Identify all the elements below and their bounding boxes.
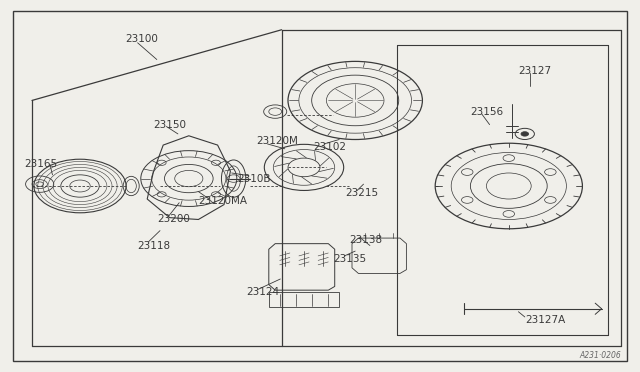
Text: 23138: 23138 [349,235,382,245]
Text: 23127A: 23127A [525,315,565,325]
Text: 23150: 23150 [154,120,187,129]
Text: A231·0206: A231·0206 [579,351,621,360]
Text: 23120MA: 23120MA [198,196,248,206]
Circle shape [521,132,529,136]
Text: 23156: 23156 [470,107,504,116]
Text: 2310B: 2310B [237,174,270,183]
Text: 23102: 23102 [314,142,347,152]
Text: 23124: 23124 [246,287,280,297]
Text: 23120M: 23120M [256,137,298,146]
Text: 23215: 23215 [346,189,379,198]
Text: 23118: 23118 [138,241,171,250]
Bar [269,292,339,307]
Text: 23200: 23200 [157,215,189,224]
Text: 23135: 23135 [333,254,366,263]
Text: 23100: 23100 [125,34,157,44]
Text: 23165: 23165 [24,159,58,169]
Text: 23127: 23127 [518,66,552,76]
